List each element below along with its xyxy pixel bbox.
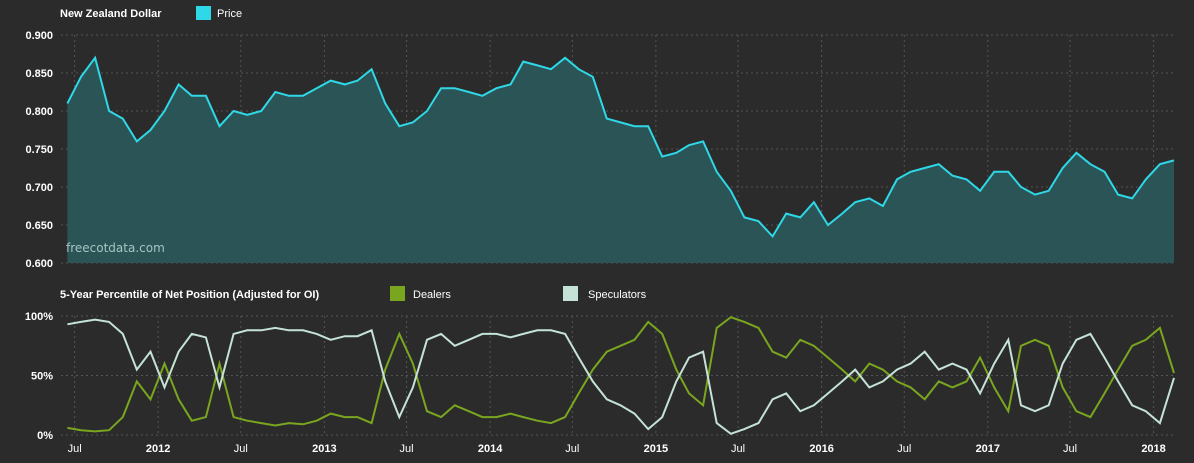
x-tick-label: 2014 [478,443,503,455]
dealers-legend-label[interactable]: Dealers [413,289,451,301]
price-y-axis: 0.900 0.850 0.800 0.750 0.700 0.650 0.600 [25,30,53,270]
x-tick-label: Jul [68,443,82,455]
x-tick-label: 2012 [146,443,170,455]
dealers-series-line[interactable] [67,316,1175,433]
price-legend-swatch[interactable] [196,6,211,20]
watermark-text: freecotdata.com [66,241,165,255]
x-tick-label: 2017 [976,443,1000,455]
price-y-tick-label: 0.750 [25,144,53,156]
x-tick-label: 2013 [312,443,336,455]
percentile-y-tick-label: 50% [31,371,53,383]
price-y-tick-label: 0.900 [25,30,53,42]
price-chart-title: New Zealand Dollar [60,8,162,20]
percentile-y-tick-label: 0% [37,430,53,442]
percentile-y-tick-label: 100% [25,311,53,323]
x-tick-label: 2016 [809,443,833,455]
percentile-chart-title: 5-Year Percentile of Net Position (Adjus… [60,289,319,301]
x-tick-label: Jul [731,443,745,455]
x-tick-label: Jul [565,443,579,455]
x-tick-label: Jul [234,443,248,455]
price-y-tick-label: 0.800 [25,106,53,118]
x-tick-label: Jul [1063,443,1077,455]
x-tick-label: Jul [897,443,911,455]
x-tick-label: Jul [400,443,414,455]
price-y-tick-label: 0.700 [25,182,53,194]
price-y-tick-label: 0.600 [25,258,53,270]
x-axis: Jul 2012 Jul 2013 Jul 2014 Jul 2015 Jul 2016 Jul 20… [68,443,1166,455]
speculators-legend-swatch[interactable] [563,286,578,301]
x-tick-label: 2015 [644,443,668,455]
percentile-chart: 5-Year Percentile of Net Position (Adjus… [25,286,1175,455]
price-area-fill [67,57,1174,263]
percentile-gridlines [61,315,1174,436]
speculators-legend-label[interactable]: Speculators [588,289,647,301]
dealers-legend-swatch[interactable] [390,286,405,301]
price-y-tick-label: 0.850 [25,68,53,80]
price-legend-label[interactable]: Price [217,8,242,20]
x-tick-label: 2018 [1141,443,1165,455]
price-y-tick-label: 0.650 [25,220,53,232]
speculators-series-line[interactable] [67,318,1175,435]
percentile-y-axis: 100% 50% 0% [25,311,53,442]
price-chart: New Zealand Dollar Price 0.900 0.850 0.800… [25,6,1175,270]
price-series-line[interactable] [66,55,1175,239]
